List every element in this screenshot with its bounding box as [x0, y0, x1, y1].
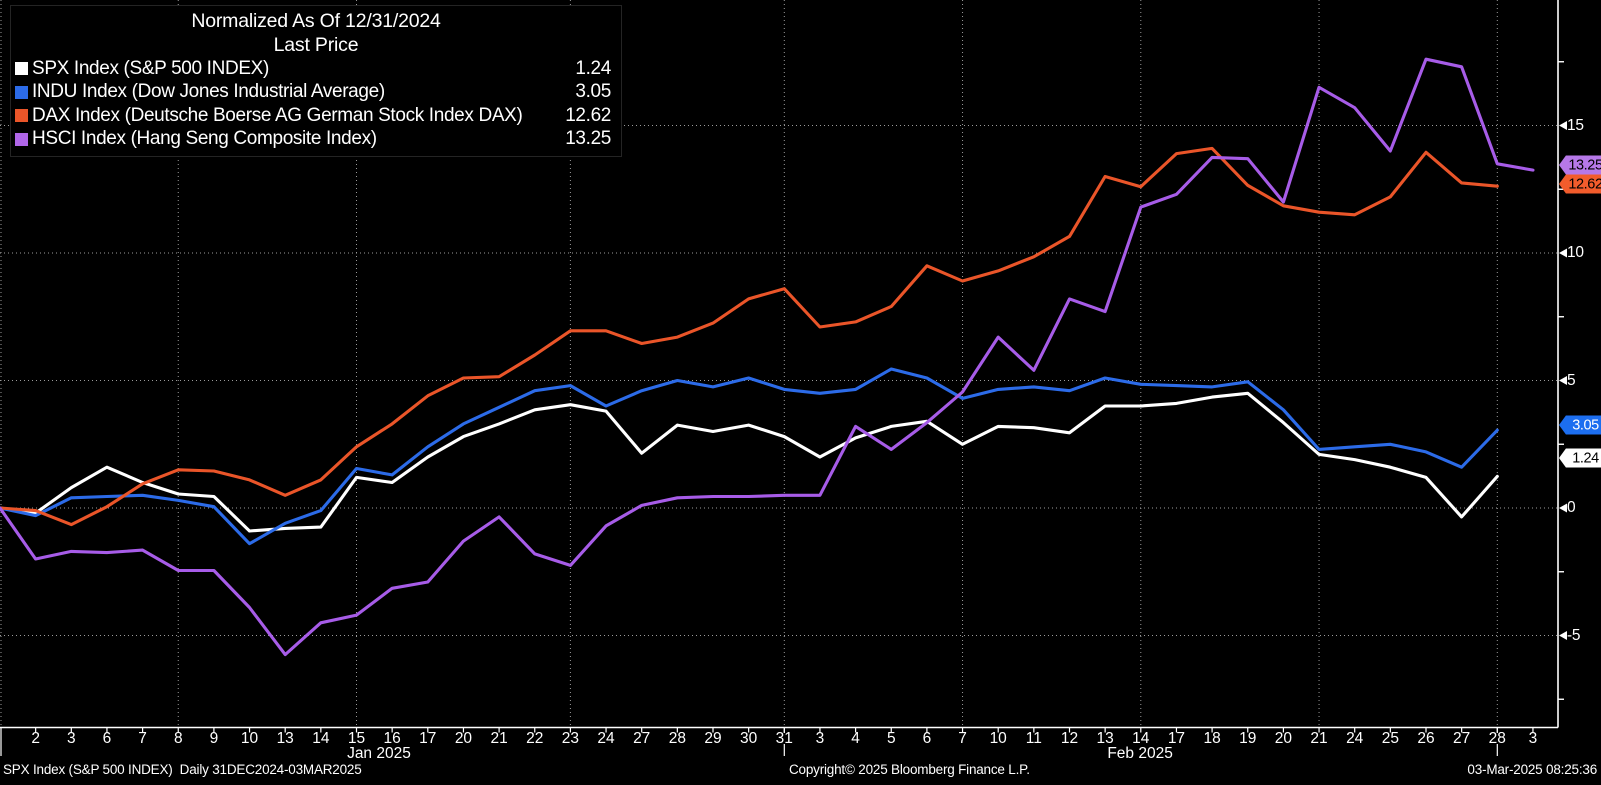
x-axis-label: 21	[490, 730, 507, 747]
x-axis-label: 3	[67, 730, 76, 747]
x-axis-label: 28	[1489, 730, 1506, 747]
x-axis-label: 14	[1132, 730, 1150, 747]
legend-label: HSCI Index (Hang Seng Composite Index)	[32, 128, 377, 150]
x-axis-label: 2	[31, 730, 40, 747]
x-axis-label: 26	[1417, 730, 1434, 747]
x-axis-label: 10	[241, 730, 259, 747]
status-bar: SPX Index (S&P 500 INDEX) Daily 31DEC202…	[0, 757, 1601, 780]
last-price-tag: 13.25	[1559, 155, 1601, 175]
y-tick-arrow	[1559, 248, 1567, 258]
y-axis-label: 15	[1567, 116, 1584, 134]
x-axis-label: 31	[776, 730, 793, 747]
x-axis-label: 21	[1310, 730, 1327, 747]
x-axis-label: 28	[669, 730, 686, 747]
last-price-tag: 12.62	[1559, 174, 1601, 194]
x-axis-label: 3	[1529, 730, 1538, 747]
y-tick-arrow	[1559, 503, 1567, 513]
legend-item[interactable]: SPX Index (S&P 500 INDEX) 1.24	[11, 57, 621, 81]
legend-item[interactable]: HSCI Index (Hang Seng Composite Index) 13…	[11, 128, 621, 152]
y-axis-label: -5	[1567, 626, 1581, 644]
x-axis-label: 22	[526, 730, 543, 747]
series-line	[0, 146, 1499, 527]
y-tick-arrow	[1559, 376, 1567, 385]
x-axis-label: 27	[633, 730, 650, 747]
x-axis-label: 17	[419, 730, 436, 747]
x-axis-label: 14	[312, 730, 330, 747]
legend-swatch-icon	[15, 132, 28, 146]
x-axis-label: 20	[1275, 730, 1293, 747]
last-price-tag: 1.24	[1559, 448, 1601, 468]
legend-panel: Normalized As Of 12/31/2024 Last Price S…	[10, 5, 622, 157]
legend-swatch-icon	[15, 85, 28, 99]
legend-last-value: 13.25	[565, 128, 611, 150]
x-axis-label: 25	[1382, 730, 1399, 747]
series-line	[0, 57, 1535, 657]
x-axis-label: 24	[597, 730, 615, 747]
legend-last-value: 3.05	[575, 81, 611, 103]
legend-label: SPX Index (S&P 500 INDEX)	[32, 57, 269, 79]
legend-swatch-icon	[15, 109, 28, 123]
x-axis-label: 27	[1453, 730, 1470, 747]
x-axis-label: 12	[1061, 730, 1078, 747]
y-tick-arrow	[1559, 121, 1567, 130]
x-axis-label: 10	[990, 730, 1008, 747]
x-axis-label: 17	[1168, 730, 1185, 747]
x-axis-label: 7	[958, 730, 967, 747]
x-axis-label: 20	[455, 730, 473, 747]
x-axis-label: 5	[887, 730, 896, 747]
x-axis-label: 6	[103, 730, 112, 747]
x-axis-label: 24	[1346, 730, 1364, 747]
series-line	[0, 391, 1499, 533]
x-axis-label: 18	[1203, 730, 1220, 747]
status-security-info: SPX Index (S&P 500 INDEX) Daily 31DEC202…	[3, 762, 362, 777]
chart-title: Normalized As Of 12/31/2024	[191, 10, 441, 32]
y-axis-label: 10	[1567, 244, 1584, 261]
y-tick-arrow	[1559, 631, 1567, 640]
x-axis-label: 23	[562, 730, 579, 747]
legend-last-value: 1.24	[575, 57, 611, 79]
legend-label: INDU Index (Dow Jones Industrial Average…	[32, 81, 385, 103]
x-axis-label: 3	[816, 730, 825, 747]
x-axis-label: 4	[851, 730, 860, 747]
legend-item[interactable]: DAX Index (Deutsche Boerse AG German Sto…	[11, 104, 621, 128]
legend-last-value: 12.62	[565, 104, 611, 126]
x-axis-label: 19	[1239, 730, 1256, 747]
x-axis-label: 11	[1026, 730, 1042, 747]
x-axis-label: 6	[923, 730, 932, 747]
legend-item[interactable]: INDU Index (Dow Jones Industrial Average…	[11, 81, 621, 105]
x-axis-label: 13	[1097, 730, 1114, 747]
x-axis-label: 30	[740, 730, 758, 747]
x-axis-label: 29	[704, 730, 721, 747]
x-axis-month-label: Jan 2025	[347, 745, 411, 762]
legend-swatch-icon	[15, 62, 28, 76]
x-axis-label: 16	[384, 730, 401, 747]
x-axis-label: 13	[277, 730, 294, 747]
legend-label: DAX Index (Deutsche Boerse AG German Sto…	[32, 104, 523, 126]
last-price-tag: 3.05	[1559, 415, 1601, 435]
chart-subtitle: Last Price	[273, 34, 359, 56]
x-axis-month-label: Feb 2025	[1107, 745, 1173, 762]
x-axis-label: 15	[348, 730, 365, 747]
y-axis-label: 5	[1567, 371, 1576, 389]
x-axis-label: 7	[138, 730, 147, 747]
status-copyright: Copyright© 2025 Bloomberg Finance L.P.	[789, 762, 1030, 777]
x-axis-label: 9	[210, 730, 219, 747]
series-line	[0, 367, 1499, 546]
status-timestamp: 03-Mar-2025 08:25:36	[1467, 762, 1597, 777]
y-axis-label: 0	[1567, 499, 1576, 516]
x-axis-label: 8	[174, 730, 183, 747]
